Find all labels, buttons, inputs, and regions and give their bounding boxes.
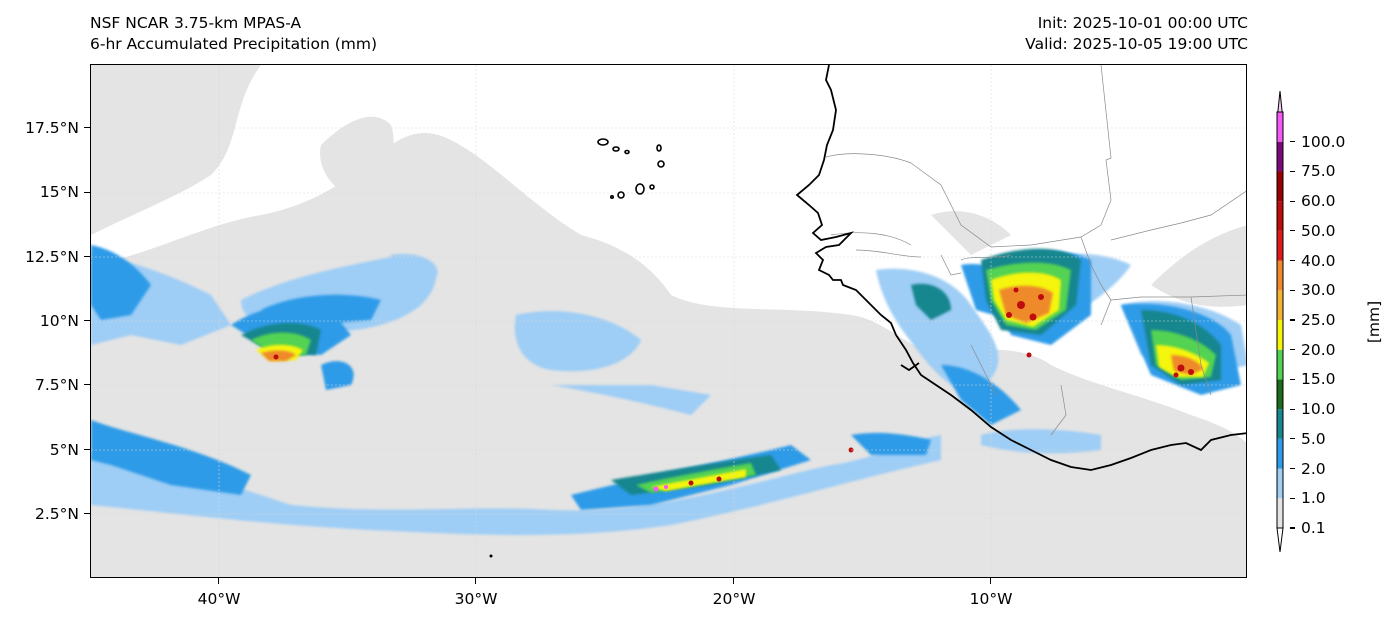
lat-label: 7.5°N <box>35 376 79 394</box>
map-canvas <box>91 65 1246 577</box>
colorbar-tick <box>1290 349 1295 351</box>
colorbar-tick <box>1290 438 1295 440</box>
field-title: 6-hr Accumulated Precipitation (mm) <box>90 35 377 53</box>
colorbar-level-label: 75.0 <box>1301 162 1336 181</box>
lat-label: 5°N <box>49 441 79 459</box>
lon-tick <box>475 578 477 584</box>
colorbar-tick <box>1290 141 1295 143</box>
islet-marker <box>489 554 493 558</box>
colorbar-tick <box>1290 230 1295 232</box>
colorbar-level-label: 40.0 <box>1301 251 1336 270</box>
init-time: Init: 2025-10-01 00:00 UTC <box>1037 14 1248 32</box>
colorbar-cell <box>1277 320 1283 350</box>
lon-label: 10°W <box>969 590 1013 608</box>
precip-red <box>273 287 1194 486</box>
lat-tick <box>84 449 90 451</box>
colorbar <box>1276 90 1284 553</box>
colorbar-tick <box>1290 259 1295 262</box>
colorbar-cell <box>1277 260 1283 291</box>
colorbar-level-label: 1.0 <box>1301 489 1326 508</box>
colorbar-cell <box>1277 438 1283 469</box>
colorbar-cell <box>1277 230 1283 261</box>
colorbar-tick <box>1290 170 1295 173</box>
model-title: NSF NCAR 3.75-km MPAS-A <box>90 14 302 32</box>
colorbar-cell <box>1277 468 1283 499</box>
lon-label: 40°W <box>197 590 241 608</box>
colorbar-level-label: 30.0 <box>1301 281 1336 300</box>
colorbar-cell <box>1277 409 1283 439</box>
colorbar-level-label: 10.0 <box>1301 400 1336 419</box>
lat-tick <box>84 256 90 258</box>
colorbar-tick <box>1290 527 1295 529</box>
lon-tick <box>733 578 735 584</box>
colorbar-tick <box>1290 289 1295 291</box>
colorbar-cell <box>1277 349 1283 380</box>
lat-tick <box>84 192 90 194</box>
colorbar-tick <box>1290 319 1295 321</box>
map-panel <box>90 64 1247 578</box>
cape-verde-islands <box>597 138 665 200</box>
lat-label: 2.5°N <box>35 505 79 523</box>
colorbar-cell <box>1277 201 1283 231</box>
colorbar-level-label: 25.0 <box>1301 311 1336 329</box>
colorbar-level-label: 2.0 <box>1301 459 1326 478</box>
figure-header-right: Init: 2025-10-01 00:00 UTC Valid: 2025-1… <box>1025 13 1248 55</box>
lat-label: 15°N <box>39 183 79 201</box>
figure-header-left: NSF NCAR 3.75-km MPAS-A 6-hr Accumulated… <box>90 13 377 55</box>
colorbar-level-label: 15.0 <box>1301 370 1336 389</box>
colorbar-tick <box>1290 378 1295 381</box>
country-borders <box>825 65 1246 436</box>
colorbar-units: [mm] <box>1365 300 1383 344</box>
lon-tick <box>218 578 220 584</box>
precip-magenta <box>653 485 668 492</box>
colorbar-cell <box>1277 112 1283 142</box>
colorbar-cell <box>1277 498 1283 528</box>
colorbar-level-label: 60.0 <box>1301 192 1336 211</box>
lat-tick <box>84 384 90 386</box>
colorbar-cell <box>1277 141 1283 172</box>
colorbar-tick <box>1290 467 1295 470</box>
colorbar-cell <box>1277 379 1283 410</box>
lat-label: 17.5°N <box>25 119 79 137</box>
colorbar-level-label: 50.0 <box>1301 221 1336 240</box>
lat-label: 10°N <box>39 312 79 330</box>
lat-tick <box>84 513 90 515</box>
lon-label: 30°W <box>454 590 498 608</box>
colorbar-level-label: 5.0 <box>1301 429 1326 448</box>
colorbar-min-extend <box>1276 527 1284 553</box>
colorbar-level-label: 20.0 <box>1301 340 1336 359</box>
lat-label: 12.5°N <box>25 248 79 266</box>
lon-label: 20°W <box>712 590 756 608</box>
colorbar-cell <box>1277 290 1283 320</box>
colorbar-tick <box>1290 200 1295 202</box>
colorbar-level-label: 100.0 <box>1301 132 1346 151</box>
lon-tick <box>990 578 992 584</box>
colorbar-tick <box>1290 497 1295 499</box>
colorbar-tick <box>1290 408 1295 410</box>
gridlines <box>91 65 1246 577</box>
colorbar-level-label: 0.1 <box>1301 519 1326 537</box>
colorbar-cell <box>1277 171 1283 202</box>
lat-tick <box>84 127 90 129</box>
coastline <box>795 65 1246 471</box>
lat-tick <box>84 320 90 322</box>
valid-time: Valid: 2025-10-05 19:00 UTC <box>1025 35 1248 53</box>
